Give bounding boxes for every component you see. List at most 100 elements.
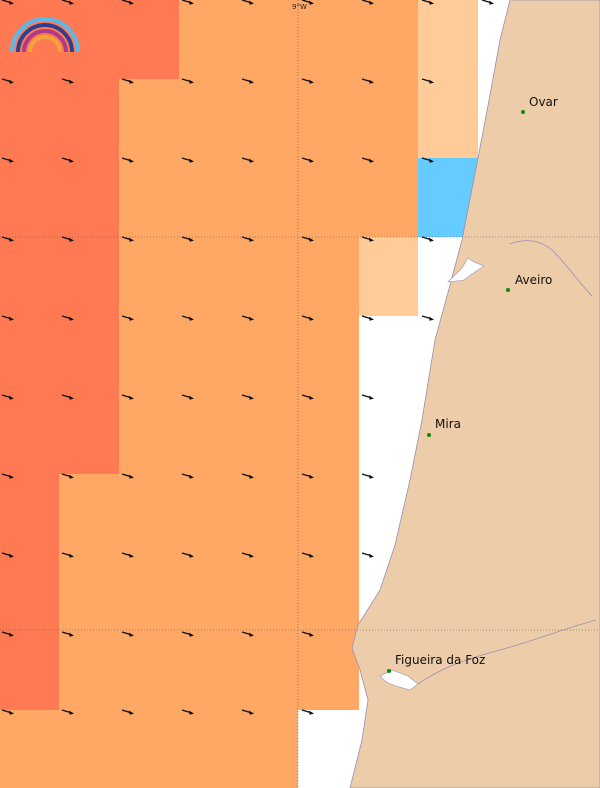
wave-arrow [61, 315, 74, 321]
city-dot-ovar [521, 110, 525, 114]
wave-arrow [1, 552, 14, 558]
wave-arrow [241, 394, 254, 400]
wave-arrow [421, 236, 434, 242]
color-cell [0, 79, 119, 474]
wave-arrow [1, 631, 14, 637]
wave-arrow [421, 0, 434, 5]
city-label-figueira: Figueira da Foz [395, 653, 485, 667]
wave-arrow [301, 236, 314, 242]
wave-arrow [61, 473, 74, 479]
wave-arrow [61, 157, 74, 163]
wave-arrow [361, 552, 374, 558]
city-label-aveiro: Aveiro [515, 273, 552, 287]
wave-arrow [301, 78, 314, 84]
grid-label-9w: 9°W [292, 3, 307, 11]
wave-arrow [121, 78, 134, 84]
wave-arrow [61, 709, 74, 715]
rainbow-logo-icon [10, 17, 80, 53]
wave-arrow [361, 157, 374, 163]
wave-arrow [181, 394, 194, 400]
wave-arrow [1, 315, 14, 321]
wave-arrow [121, 157, 134, 163]
land [349, 0, 600, 788]
wave-arrow [241, 473, 254, 479]
wave-arrow [301, 315, 314, 321]
wave-arrow [181, 78, 194, 84]
wave-arrow [301, 709, 314, 715]
wave-arrow [241, 631, 254, 637]
color-cell [119, 237, 359, 474]
color-cell [418, 0, 478, 158]
wave-arrow [361, 78, 374, 84]
wave-arrow [121, 473, 134, 479]
color-cell [59, 474, 359, 710]
wave-arrow [121, 0, 134, 5]
wave-arrow [181, 236, 194, 242]
wave-arrow [301, 473, 314, 479]
wave-arrow [181, 0, 194, 5]
wave-arrow [121, 394, 134, 400]
wave-arrow [301, 0, 314, 5]
wave-arrow [1, 473, 14, 479]
color-cell [119, 79, 418, 237]
wave-arrow [181, 709, 194, 715]
wave-arrow [301, 631, 314, 637]
city-markers: Ovar Aveiro Mira Figueira da Foz [387, 95, 558, 673]
wave-direction-arrows [1, 0, 494, 715]
wave-arrow [181, 631, 194, 637]
river-mondego-inland [417, 619, 597, 685]
wave-arrow [61, 78, 74, 84]
wave-arrow [61, 631, 74, 637]
wave-arrow [241, 709, 254, 715]
color-cell [0, 710, 298, 788]
wave-arrow [421, 315, 434, 321]
river-mondego [379, 669, 419, 691]
wave-arrow [1, 78, 14, 84]
wave-arrow [121, 315, 134, 321]
wave-arrow [121, 552, 134, 558]
lagoon-aveiro [447, 257, 485, 283]
wave-arrow [181, 315, 194, 321]
color-cell [359, 237, 418, 316]
city-label-mira: Mira [435, 417, 461, 431]
wave-arrow [61, 394, 74, 400]
wave-arrow [421, 78, 434, 84]
wave-arrow [301, 394, 314, 400]
wave-arrow [361, 0, 374, 5]
wave-arrow [181, 157, 194, 163]
wave-arrow [241, 552, 254, 558]
wave-arrow [361, 315, 374, 321]
wave-arrow [241, 315, 254, 321]
wave-arrow [241, 236, 254, 242]
wave-arrow [361, 236, 374, 242]
city-dot-aveiro [506, 288, 510, 292]
color-cell [0, 474, 59, 710]
wave-arrow [181, 473, 194, 479]
wave-arrow [241, 78, 254, 84]
wave-arrow [361, 473, 374, 479]
wave-arrow [1, 394, 14, 400]
wave-arrow [1, 0, 14, 5]
wave-arrow [121, 709, 134, 715]
wave-arrow [241, 0, 254, 5]
wave-arrow [1, 236, 14, 242]
wave-arrow [301, 552, 314, 558]
wave-arrow [121, 631, 134, 637]
color-cells [0, 0, 478, 788]
wave-arrow [481, 0, 494, 5]
wave-arrow [361, 394, 374, 400]
wave-arrow [1, 709, 14, 715]
wave-arrow [1, 157, 14, 163]
wave-arrow [61, 0, 74, 5]
wave-arrow [61, 236, 74, 242]
wave-arrow [121, 236, 134, 242]
wave-arrow [241, 157, 254, 163]
wave-arrow [421, 157, 434, 163]
wave-arrow [61, 552, 74, 558]
wave-arrow [301, 157, 314, 163]
land-mass [349, 0, 600, 788]
wave-arrow [181, 552, 194, 558]
river-vouga [509, 240, 593, 297]
